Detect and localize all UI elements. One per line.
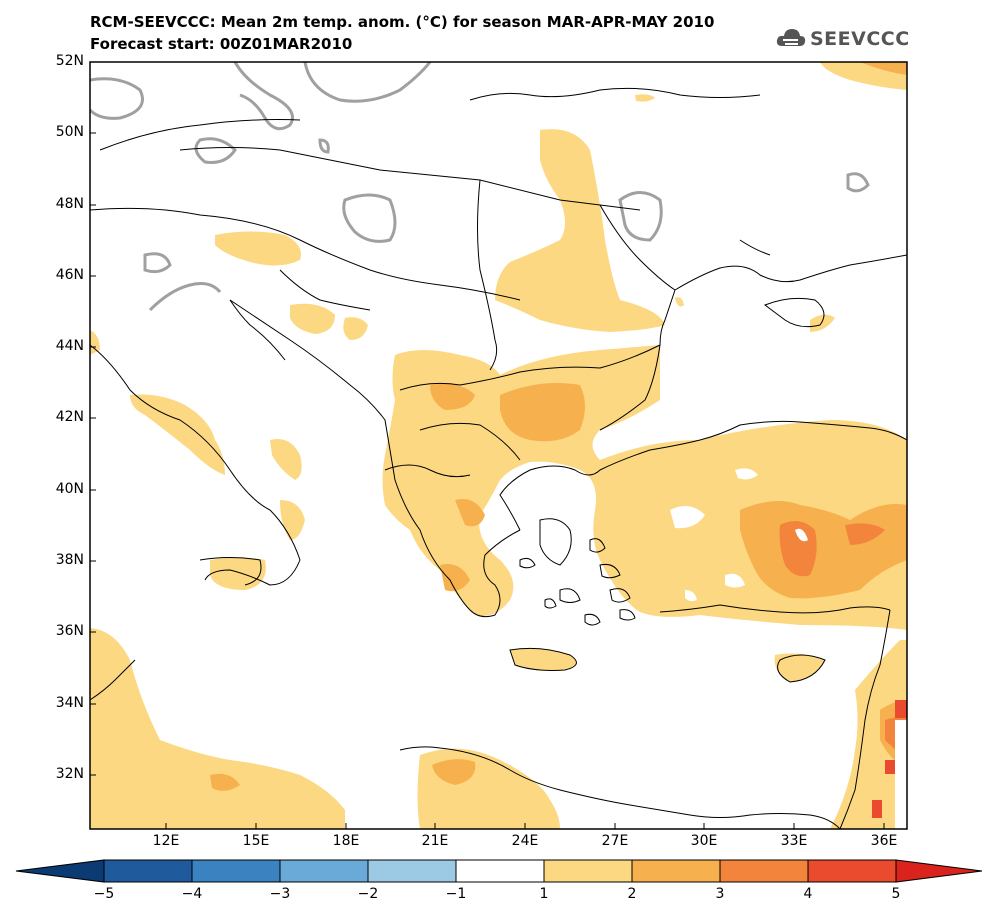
map-frame [89, 61, 908, 830]
near-zero-patches [670, 468, 907, 829]
lon-label: 33E [780, 833, 808, 849]
cloud-icon [776, 29, 806, 46]
colorbar-label: −1 [445, 886, 467, 902]
lat-label: 32N [55, 766, 84, 782]
colorbar-box-8 [719, 859, 809, 883]
map-area [90, 62, 907, 829]
lat-label: 52N [55, 53, 84, 69]
colorbar-label: −4 [181, 886, 203, 902]
lat-label: 42N [55, 409, 84, 425]
colorbar-label: −5 [93, 886, 115, 902]
colorbar-box-3 [279, 859, 369, 883]
logo-text: SEEVCCC [810, 28, 910, 50]
lat-label: 34N [55, 695, 84, 711]
anomaly-4-5-region [872, 700, 907, 818]
lat-label: 44N [55, 338, 84, 354]
colorbar-box-9 [807, 859, 897, 883]
colorbar-label: 2 [627, 886, 637, 902]
lon-label: 24E [511, 833, 539, 849]
lon-label: 12E [152, 833, 180, 849]
lon-label: 21E [421, 833, 449, 849]
seevccc-logo: SEEVCCC [776, 24, 910, 54]
lat-label: 50N [55, 124, 84, 140]
coastlines-and-borders [90, 87, 907, 829]
lat-label: 46N [55, 267, 84, 283]
lat-label: 40N [55, 481, 84, 497]
colorbar-box-6 [543, 859, 633, 883]
colorbar-box-1 [103, 859, 193, 883]
colorbar-label: 5 [891, 886, 901, 902]
colorbar-label: −2 [357, 886, 379, 902]
forecast-start: Forecast start: 00Z01MAR2010 [90, 35, 353, 53]
lat-label: 38N [55, 552, 84, 568]
colorbar-arrow-low [15, 859, 105, 883]
colorbar-label: −3 [269, 886, 291, 902]
colorbar-box-7 [631, 859, 721, 883]
lat-label: 48N [55, 196, 84, 212]
colorbar-label: 4 [803, 886, 813, 902]
negative-anomaly-contours [90, 62, 870, 312]
colorbar-box-2 [191, 859, 281, 883]
colorbar-label: 3 [715, 886, 725, 902]
colorbar-label: 1 [539, 886, 549, 902]
lon-label: 36E [870, 833, 898, 849]
lon-label: 30E [690, 833, 718, 849]
anomaly-1-2-region [90, 62, 907, 829]
colorbar [15, 859, 983, 883]
colorbar-box-5 [455, 859, 545, 883]
lon-label: 27E [601, 833, 629, 849]
colorbar-box-4 [367, 859, 457, 883]
map-title: RCM-SEEVCCC: Mean 2m temp. anom. (°C) fo… [90, 13, 715, 31]
lon-label: 18E [332, 833, 360, 849]
axis-ticks [90, 61, 885, 829]
lat-label: 36N [55, 623, 84, 639]
colorbar-arrow-high [895, 859, 983, 883]
lon-label: 15E [242, 833, 270, 849]
